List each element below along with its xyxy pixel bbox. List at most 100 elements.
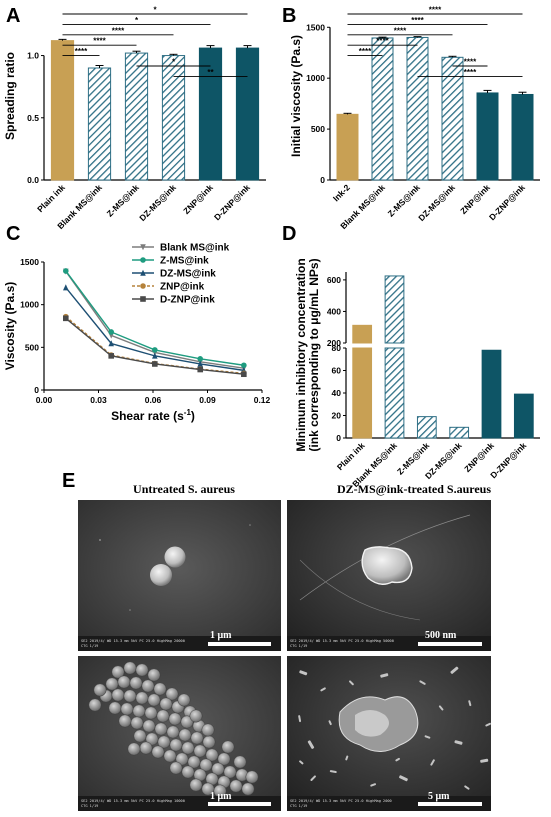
y-tick-label: 500 <box>25 342 39 352</box>
bacterium-cell <box>180 715 194 729</box>
significance-label: **** <box>376 37 389 46</box>
ink-fragment <box>419 680 426 685</box>
bacterium-cell <box>111 665 125 679</box>
bacterium-cell <box>199 758 213 772</box>
bacterium-cell <box>156 709 170 723</box>
bacterium-cell <box>193 744 207 758</box>
bacterium-cell <box>168 712 182 726</box>
svg-text:CTG 1/19: CTG 1/19 <box>81 644 98 648</box>
data-point <box>140 283 146 289</box>
data-point <box>63 284 69 291</box>
category-label: ZNP@ink <box>458 182 492 216</box>
data-point <box>197 366 204 373</box>
bar-lower-segment <box>384 347 405 439</box>
sem-image-treated-low-mag: SE2 2019/4/ WD 15.3 mm 5kV PC 25.0 HighM… <box>287 656 491 811</box>
bacterium-cell <box>139 741 153 755</box>
bacterium-cell <box>177 693 191 707</box>
bacterium-cell <box>166 725 180 739</box>
x-axis-title-end: ) <box>191 409 195 423</box>
y-tick-label: 1000 <box>20 300 39 310</box>
ink-fragment <box>349 680 354 686</box>
bacterium-cell <box>153 682 167 696</box>
ink-fragment <box>430 759 435 766</box>
bacterium-cell <box>178 728 192 742</box>
bacterium-cell <box>245 770 259 784</box>
bacterium-cell <box>169 761 183 775</box>
bacterium-cell <box>181 765 195 779</box>
bar <box>481 349 502 439</box>
y-tick-label: 40 <box>332 388 342 398</box>
data-point <box>108 340 115 347</box>
data-point <box>197 356 204 362</box>
svg-text:SE2 2019/4/ WD 15.3 mm 5kV: SE2 2019/4/ WD 15.3 mm 5kV PC 25.0 HighM… <box>81 639 185 643</box>
ink-fragment <box>370 783 377 787</box>
bar <box>511 93 534 181</box>
bacterium-cell <box>123 661 137 675</box>
bacterium-cell <box>132 704 146 718</box>
bacterium-cell <box>189 709 203 723</box>
significance-label: **** <box>75 47 88 56</box>
significance-label: ** <box>207 68 214 77</box>
bar-upper-segment <box>384 275 405 344</box>
bacterium-cell <box>130 716 144 730</box>
scale-label-3: 1 μm <box>210 791 232 802</box>
bar <box>449 426 470 439</box>
significance-label: **** <box>394 26 407 35</box>
sem-image-treated-high-mag: SE2 2019/4/ WD 15.3 mm 5kV PC 25.0 HighM… <box>287 500 491 651</box>
data-point <box>108 329 115 335</box>
bacterium-cell <box>117 675 131 689</box>
bacterium-cell <box>187 755 201 769</box>
bacterium-cell <box>221 740 235 754</box>
y-tick-label: 0 <box>34 385 39 395</box>
y-tick-label: 600 <box>327 275 341 285</box>
ink-fragment <box>320 687 326 692</box>
category-label: ZNP@ink <box>462 440 496 474</box>
x-axis-title-main: Shear rate (s <box>111 409 184 423</box>
bacterium-cell <box>202 735 216 749</box>
bacterium-cell <box>147 693 161 707</box>
bacterium-cell <box>120 702 134 716</box>
significance-label: * <box>153 6 157 15</box>
y-tick-label: 1500 <box>306 22 325 32</box>
y-axis-title-line2: (ink corresponding to μg/mL NPs) <box>307 258 321 451</box>
bacterium-cell <box>157 735 171 749</box>
sem-title-untreated: Untreated S. aureus <box>133 482 235 496</box>
ink-fragment <box>438 705 444 711</box>
legend-label: ZNP@ink <box>160 282 205 293</box>
category-label: Z-MS@ink <box>105 182 141 218</box>
data-point <box>152 347 158 353</box>
bacterium-cell <box>133 729 147 743</box>
bar-lower-segment <box>352 347 373 439</box>
data-point <box>241 362 247 369</box>
ink-fragment <box>328 720 332 726</box>
bacterium-cell <box>241 782 255 796</box>
x-tick-label: 0.03 <box>90 395 107 405</box>
bar <box>124 52 149 181</box>
bacterium-cell <box>163 749 177 763</box>
category-label: Plain ink <box>35 182 67 214</box>
ink-fragment <box>298 715 302 723</box>
data-point <box>140 296 146 302</box>
y-axis-title: Initial viscosity (Pa.s) <box>289 35 303 157</box>
legend-label: Blank MS@ink <box>160 243 230 254</box>
ink-fragment <box>329 770 337 774</box>
ink-fragment <box>454 740 463 745</box>
ink-fragment <box>345 755 349 761</box>
scale-bar <box>208 802 271 806</box>
scale-label-2: 500 nm <box>425 630 457 641</box>
bacterium-cell <box>154 722 168 736</box>
panel-c: C 0 500 1000 1500 0.00 0.03 0.06 0.09 0.12 Viscos… <box>3 223 271 423</box>
scale-label-4: 5 μm <box>428 791 450 802</box>
y-tick-label: 0.5 <box>27 113 39 123</box>
data-point <box>63 268 69 274</box>
bacterium-cell <box>142 719 156 733</box>
scale-bar <box>418 642 482 646</box>
bacterium-cell <box>145 732 159 746</box>
bar <box>406 36 429 181</box>
bacterium-cell <box>127 742 141 756</box>
bar <box>476 92 499 181</box>
bacterium-cell <box>181 741 195 755</box>
scale-bar <box>418 802 482 806</box>
bacterium-cell <box>211 762 225 776</box>
